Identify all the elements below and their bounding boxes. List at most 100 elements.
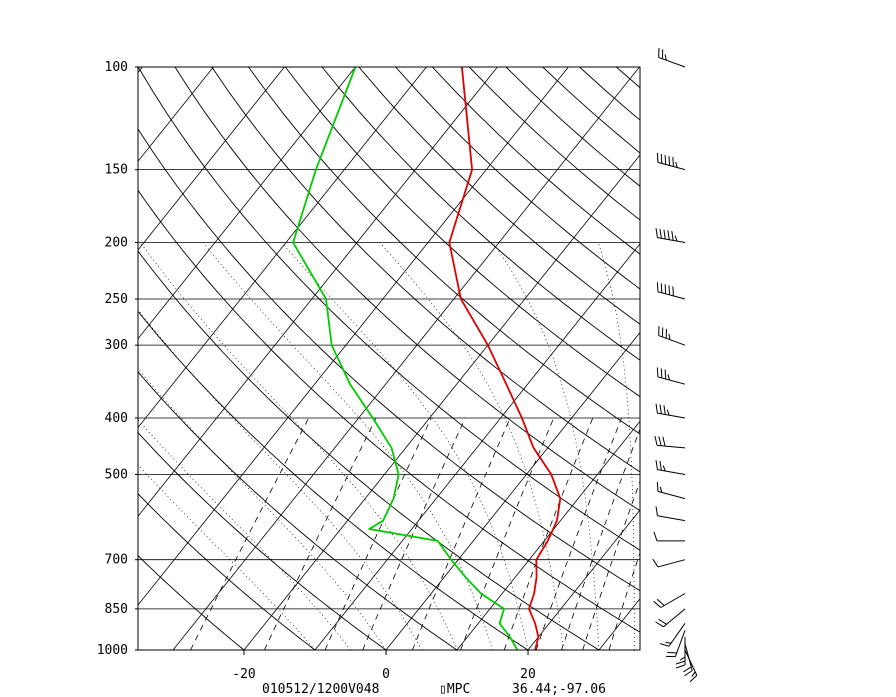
wind-barb — [684, 649, 698, 683]
pressure-tick-label: 200 — [105, 236, 128, 251]
wind-barb-feather — [664, 154, 667, 165]
pressure-tick-label: 1000 — [97, 643, 128, 658]
isotherm-line — [670, 67, 896, 650]
wind-barb-staff — [668, 623, 686, 647]
wind-barb-feather — [689, 675, 698, 683]
mixing-ratio-line — [324, 417, 432, 650]
isotherm-line — [385, 331, 640, 650]
wind-barb-staff — [663, 608, 686, 628]
dry-adiabat-line — [248, 67, 640, 435]
wind-barb-staff — [657, 559, 686, 568]
isotherm-line — [598, 598, 640, 650]
moist-adiabat-line — [379, 242, 564, 650]
wind-barb-feather — [656, 367, 659, 377]
wind-barb-feather — [675, 660, 686, 665]
wind-barb — [655, 608, 686, 628]
wind-barb-feather — [660, 368, 663, 379]
wind-barb — [656, 282, 686, 300]
wind-barb-feather — [662, 436, 666, 447]
isotherm-line — [741, 67, 896, 650]
wind-barb-feather — [655, 460, 658, 470]
wind-barb-feather — [664, 284, 667, 294]
wind-barb-staff — [684, 643, 693, 671]
valid-time-label: 010512/1200V048 — [262, 682, 379, 697]
wind-barb-feather — [674, 235, 678, 242]
wind-barb-feather — [652, 558, 659, 568]
wind-barb — [683, 643, 693, 677]
wind-barb-feather — [658, 436, 662, 446]
wind-barb-feather — [668, 285, 671, 295]
footer-caption: 010512/1200V048 ▯MPC 36.44;-97.06 — [262, 682, 606, 697]
wind-barb-feather — [660, 283, 663, 293]
wind-barb-feather — [656, 481, 659, 492]
wind-barb — [655, 460, 686, 475]
wind-barb-feather — [659, 460, 662, 471]
wind-barb — [655, 506, 686, 522]
dry-adiabat-line — [321, 67, 640, 361]
pressure-tick-label: 300 — [105, 338, 128, 353]
isotherm-line — [138, 67, 498, 517]
wind-barb-feather — [653, 531, 658, 542]
wind-barb-feather — [656, 598, 665, 606]
dry-adiabat-line — [653, 67, 896, 650]
wind-barb-staff — [657, 412, 686, 419]
wind-barb-feather — [654, 436, 658, 446]
wind-barb — [654, 436, 686, 449]
dry-adiabat-line — [138, 371, 458, 650]
moist-adiabat-line — [597, 242, 635, 650]
wind-barb-staff — [658, 56, 686, 68]
mixing-ratio-line — [264, 417, 377, 650]
wind-barb-feather — [679, 656, 686, 661]
wind-barb — [656, 367, 686, 385]
pressure-axis: 100 150 200 250 300 400 500 700 850 1000 — [97, 60, 138, 658]
wind-barb-staff — [657, 444, 686, 449]
isotherm-line — [172, 67, 640, 650]
wind-barb-staff — [657, 469, 686, 475]
wind-barb-feather — [667, 230, 670, 240]
wind-barb-feather — [655, 506, 658, 516]
wind-barb — [658, 326, 686, 346]
wind-barb-feather — [663, 405, 666, 415]
isotherm-line — [527, 509, 640, 650]
mixing-ratio-line — [190, 417, 310, 650]
wind-barb — [653, 531, 685, 542]
dry-adiabat-line — [138, 250, 600, 650]
dry-adiabat-line — [468, 67, 640, 221]
dry-adiabat-line — [174, 67, 640, 512]
wind-barb-feather — [663, 229, 666, 240]
isotherm-line — [138, 67, 285, 251]
isotherm-line — [138, 67, 427, 429]
temperature-profile-line — [448, 67, 562, 650]
wind-barb-feather — [675, 161, 678, 168]
moist-adiabat-line — [281, 242, 529, 650]
dry-adiabat-line — [138, 189, 640, 633]
wind-barb-staff — [657, 291, 686, 300]
dry-adiabat-line — [616, 67, 640, 89]
wind-barb-staff — [657, 490, 686, 500]
dry-adiabat-line — [138, 493, 316, 650]
dewpoint-profile-line — [292, 67, 519, 650]
mixing-ratio-line — [582, 480, 640, 650]
pressure-tick-label: 400 — [105, 411, 128, 426]
wind-barb-feather — [660, 153, 663, 164]
mixing-ratio-line — [412, 417, 511, 650]
dry-adiabat-line — [358, 67, 640, 325]
wind-barb — [658, 47, 686, 68]
mixing-ratio-line — [561, 427, 640, 650]
wind-barb — [653, 593, 686, 608]
wind-barb-feather — [656, 282, 659, 292]
dry-adiabat-line — [432, 67, 640, 255]
wind-barb-staff — [657, 161, 686, 171]
wind-barb-feather — [672, 157, 674, 167]
moist-adiabat-line — [138, 368, 387, 650]
wind-barb-feather — [668, 333, 671, 340]
moist-adiabat-line — [203, 242, 493, 650]
wind-barb — [655, 403, 686, 419]
wind-barb-feather — [672, 286, 674, 296]
mixing-ratio-line — [362, 417, 466, 650]
wind-barb-feather — [675, 664, 686, 669]
wind-barb-feather — [656, 152, 659, 163]
wind-barb-feather — [659, 228, 662, 239]
sounding-profiles — [292, 67, 562, 650]
